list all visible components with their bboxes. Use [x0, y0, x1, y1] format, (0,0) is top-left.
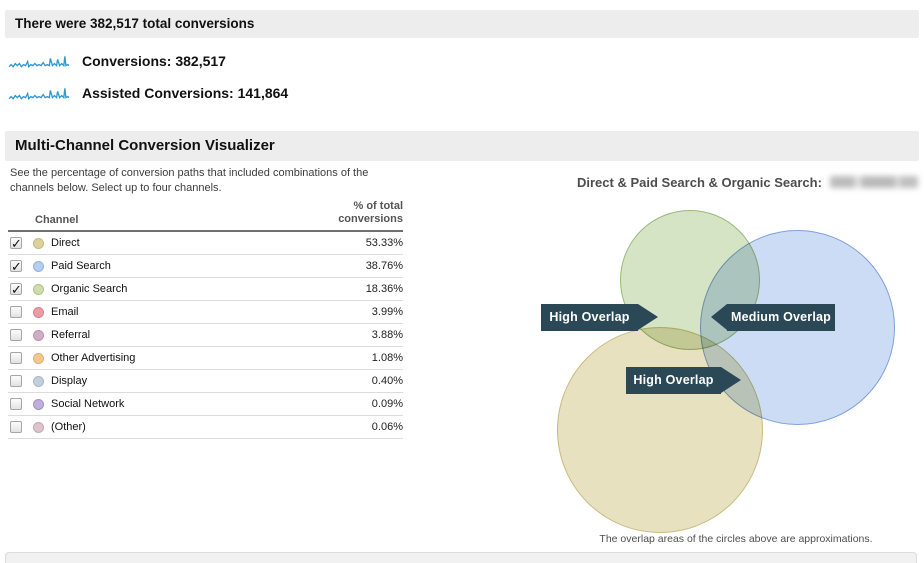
description-line-1: See the percentage of conversion paths t…	[10, 167, 369, 179]
column-header-percent: % of total conversions	[338, 200, 403, 225]
channel-color-dot	[33, 352, 44, 364]
channel-checkbox[interactable]	[10, 375, 22, 387]
conversions-value: 382,517	[175, 53, 226, 69]
summary-header-text: There were 382,517 total conversions	[15, 16, 255, 31]
venn-circle-direct	[557, 327, 763, 533]
channel-percent: 53.33%	[365, 237, 403, 249]
visualizer-section-title: Multi-Channel Conversion Visualizer	[15, 137, 275, 154]
table-row[interactable]: (Other) 0.06%	[8, 416, 403, 439]
next-section-edge	[5, 552, 917, 563]
channel-color-dot	[33, 306, 44, 318]
channel-color-dot	[33, 421, 44, 433]
channel-checkbox[interactable]	[10, 306, 22, 318]
channel-color-dot	[33, 375, 44, 387]
channel-label: Other Advertising	[51, 352, 136, 364]
conversions-sparkline-icon	[8, 55, 70, 68]
table-row[interactable]: Referral 3.88%	[8, 324, 403, 347]
channel-percent: 0.09%	[371, 398, 403, 410]
channel-percent: 3.88%	[371, 329, 403, 341]
channel-table-body: ✓ Direct 53.33% ✓ Paid Search 38.76% ✓ Organic …	[8, 232, 403, 439]
callout-high-overlap-bottom: High Overlap	[626, 367, 741, 394]
description-line-2: channels below. Select up to four channe…	[10, 181, 222, 194]
channel-color-dot	[33, 329, 44, 341]
column-header-channel: Channel	[35, 214, 79, 226]
channel-percent: 38.76%	[365, 260, 403, 272]
assisted-conversions-sparkline-icon	[8, 87, 70, 100]
conversions-metric-row: Conversions: 382,517	[8, 52, 226, 70]
assisted-conversions-label: Assisted Conversions:	[82, 85, 234, 101]
table-row[interactable]: ✓ Paid Search 38.76%	[8, 255, 403, 278]
channel-label: (Other)	[51, 421, 86, 433]
channel-checkbox[interactable]	[10, 329, 22, 341]
table-row[interactable]: Display 0.40%	[8, 370, 403, 393]
callout-high-overlap-left: High Overlap	[541, 304, 658, 331]
channel-checkbox[interactable]	[10, 421, 22, 433]
channel-percent: 3.99%	[371, 306, 403, 318]
channel-checkbox[interactable]: ✓	[10, 259, 22, 274]
channel-percent: 0.06%	[371, 421, 403, 433]
channel-label: Email	[51, 306, 79, 318]
channel-checkbox[interactable]	[10, 352, 22, 364]
channel-percent: 0.40%	[371, 375, 403, 387]
channel-percent: 1.08%	[371, 352, 403, 364]
table-row[interactable]: ✓ Organic Search 18.36%	[8, 278, 403, 301]
channel-label: Social Network	[51, 398, 125, 410]
visualizer-section-header: Multi-Channel Conversion Visualizer	[5, 131, 919, 161]
channel-checkbox[interactable]: ✓	[10, 282, 22, 297]
table-row[interactable]: Email 3.99%	[8, 301, 403, 324]
channel-percent: 18.36%	[365, 283, 403, 295]
channel-label: Paid Search	[51, 260, 111, 272]
redacted-value	[829, 176, 918, 188]
channel-checkbox[interactable]: ✓	[10, 236, 22, 251]
channel-color-dot	[33, 283, 44, 295]
assisted-conversions-metric-row: Assisted Conversions: 141,864	[8, 84, 288, 102]
table-row[interactable]: ✓ Direct 53.33%	[8, 232, 403, 255]
channel-table: Channel % of total conversions ✓ Direct 53…	[8, 199, 403, 439]
channel-color-dot	[33, 398, 44, 410]
channel-checkbox[interactable]	[10, 398, 22, 410]
conversions-label: Conversions:	[82, 53, 172, 69]
table-row[interactable]: Social Network 0.09%	[8, 393, 403, 416]
channel-color-dot	[33, 237, 44, 249]
channel-label: Organic Search	[51, 283, 128, 295]
callout-medium-overlap: Medium Overlap	[711, 304, 835, 331]
assisted-conversions-value: 141,864	[237, 85, 289, 101]
channel-label: Referral	[51, 329, 91, 341]
venn-footnote: The overlap areas of the circles above a…	[599, 533, 873, 545]
channel-color-dot	[33, 260, 44, 272]
channel-label: Direct	[51, 237, 80, 249]
table-row[interactable]: Other Advertising 1.08%	[8, 347, 403, 370]
venn-title: Direct & Paid Search & Organic Search:	[577, 175, 918, 190]
channel-label: Display	[51, 375, 88, 387]
channel-table-header: Channel % of total conversions	[8, 199, 403, 232]
summary-header-bar: There were 382,517 total conversions	[5, 10, 919, 38]
visualizer-description: See the percentage of conversion paths t…	[10, 166, 410, 195]
